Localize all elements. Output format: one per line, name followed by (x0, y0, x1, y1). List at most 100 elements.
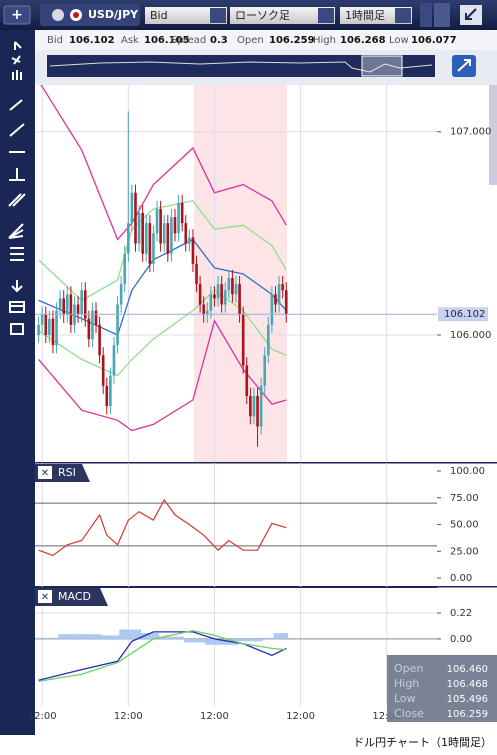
rsi-line (38, 498, 287, 557)
histogram-bar (69, 634, 73, 639)
candle-body (166, 223, 170, 254)
ohlc-value: 106.468 (447, 679, 488, 690)
candle-body (159, 208, 162, 244)
candle-body (55, 310, 58, 346)
candle-body (267, 324, 270, 356)
candle-body (127, 223, 130, 254)
candle-body (98, 324, 101, 356)
candle-body (130, 192, 134, 224)
zoom-icon (457, 59, 471, 72)
close-rsi[interactable] (38, 466, 52, 479)
candle-body (141, 213, 144, 254)
candle-body (152, 233, 155, 264)
ohlc-value: 106.259 (447, 709, 488, 720)
candle-body (177, 202, 180, 234)
candle-body (44, 314, 48, 335)
time-axis (35, 706, 437, 735)
histogram-bar (212, 638, 217, 645)
navigator[interactable] (47, 55, 435, 77)
candle-body (256, 395, 259, 427)
y-tick-label: 25.00 (450, 546, 479, 557)
close-macd[interactable] (38, 590, 52, 603)
band-line (38, 319, 287, 432)
candle-body (123, 253, 127, 285)
rsi-chart (35, 463, 437, 587)
quote-value: 106.102 (69, 35, 115, 46)
candle-body (227, 278, 231, 291)
chart-type-dropdown[interactable] (230, 7, 335, 24)
camera-tool[interactable] (10, 323, 24, 335)
histogram-bar (36, 637, 41, 639)
histogram-bar (262, 637, 267, 639)
histogram-bar (270, 637, 274, 639)
minimize-icon (465, 8, 477, 20)
candle-body (173, 217, 177, 234)
navigator-window[interactable] (361, 55, 403, 77)
pair-selector[interactable] (40, 4, 140, 26)
last-price-label: 106.102 (444, 309, 485, 320)
scrollbar[interactable] (489, 85, 497, 185)
channel-tool[interactable] (8, 193, 26, 207)
add-button[interactable] (3, 5, 31, 25)
ohlc-value: 106.460 (447, 664, 488, 675)
caption-area (0, 735, 497, 755)
list-button[interactable] (434, 3, 450, 27)
candle-body (94, 310, 98, 325)
download-tool[interactable] (11, 280, 23, 293)
period: 1時間足 (345, 9, 385, 22)
price-type: Bid (150, 9, 168, 22)
fan-tool[interactable] (8, 223, 24, 239)
line-tool[interactable] (9, 123, 25, 137)
histogram-bar (87, 634, 91, 639)
histogram-bar (94, 634, 98, 639)
band-line (38, 200, 287, 302)
candle-body (238, 284, 241, 315)
candle-body (216, 284, 220, 299)
histogram-bar (255, 638, 260, 642)
histogram-bar (65, 634, 70, 639)
period-dropdown[interactable] (340, 7, 412, 24)
histogram-bar (244, 638, 249, 642)
pair-label: USD/JPY (88, 8, 139, 21)
candle-body (155, 208, 159, 234)
candle-body (195, 263, 198, 285)
quote-label: Low (389, 35, 409, 46)
trendline-tool[interactable] (9, 99, 23, 111)
histogram-bar (183, 638, 188, 643)
histogram-bar (252, 638, 256, 642)
caption: ドル円チャート（1時間足） (353, 736, 492, 749)
cursor-tool[interactable] (14, 41, 22, 50)
histogram-bar (273, 633, 278, 639)
quote-value: 106.259 (269, 35, 315, 46)
histogram-bar (54, 637, 59, 639)
price-type-dropdown[interactable] (145, 7, 227, 24)
menu-button[interactable] (420, 3, 432, 27)
candle-body (116, 304, 119, 346)
histogram-bar (61, 634, 66, 639)
histogram-bar (137, 629, 141, 639)
histogram-bar (241, 638, 245, 642)
price-axis (437, 85, 497, 735)
settings-tool[interactable] (9, 301, 25, 313)
hand-tool[interactable] (12, 70, 22, 80)
candle-body (76, 304, 80, 315)
vline-tool[interactable] (9, 168, 25, 181)
histogram-bar (126, 629, 131, 639)
flag-us (52, 9, 64, 21)
ohlc-label: Open (394, 662, 423, 675)
histogram-bar (83, 634, 88, 639)
crosshair-tool[interactable] (11, 55, 21, 65)
x-tick-label: 12:00 (114, 711, 143, 722)
histogram-bar (280, 633, 285, 639)
band-line (40, 85, 287, 241)
candle-body (148, 223, 152, 264)
candle-body (277, 284, 281, 305)
candle-body (137, 213, 141, 244)
candle-body (83, 290, 87, 319)
fibo-tool[interactable] (10, 247, 24, 261)
dropdown-arrow (395, 8, 411, 23)
y-tick-label: 50.00 (450, 520, 479, 531)
candle-body (213, 294, 216, 299)
close-icon: ✕ (41, 592, 49, 603)
histogram-bar (144, 633, 149, 639)
